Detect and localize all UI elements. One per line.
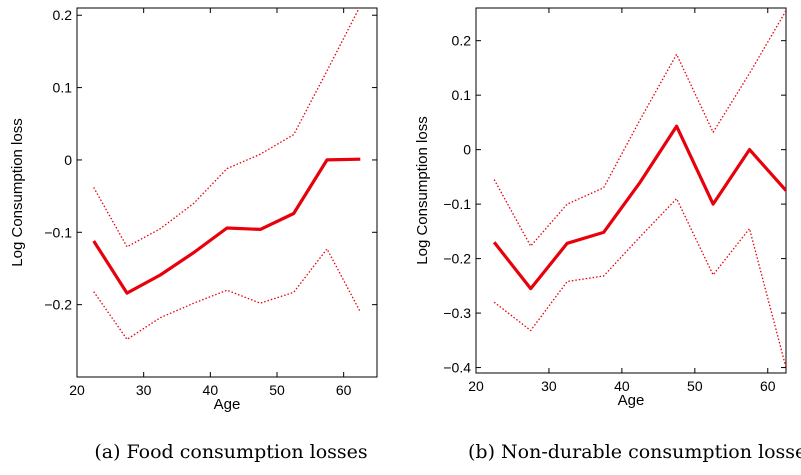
x-tick-label: 50 (687, 378, 703, 394)
panel-nondurable-consumption: −0.4 −0.3 −0.2 −0.1 0 0.1 0.2 20 30 40 50 60 Age Log … (414, 7, 801, 463)
x-axis-label: Age (618, 392, 645, 409)
y-axis-label: Log Consumption loss (414, 116, 431, 264)
y-tick-label: 0.1 (452, 87, 472, 103)
x-tick-label: 20 (468, 378, 484, 394)
estimate-line (92, 157, 361, 295)
y-tick-label: −0.2 (44, 297, 72, 313)
y-tick-label: −0.1 (44, 224, 72, 240)
plot-area-frame (475, 7, 787, 374)
lower-band-line (493, 198, 786, 368)
panel-caption: (b) Non-durable consumption losses (468, 441, 801, 463)
lower-band-line (93, 248, 361, 341)
y-tick-label: −0.4 (443, 360, 471, 376)
x-tick-label: 40 (614, 378, 630, 394)
y-tick-label: −0.2 (443, 251, 471, 267)
y-tick-label: 0.1 (53, 80, 73, 96)
x-axis-label: Age (214, 396, 241, 413)
panel-food-consumption: −0.2 −0.1 0 0.1 0.2 20 30 40 50 60 Age Log Consumpt… (9, 7, 378, 463)
y-tick-label: −0.3 (443, 305, 471, 321)
panel-caption: (a) Food consumption losses (94, 441, 367, 463)
plot-area-frame (76, 7, 378, 378)
upper-band-line (93, 8, 360, 248)
upper-band-line (493, 10, 786, 247)
x-tick-label: 60 (760, 378, 776, 394)
x-tick-label: 60 (336, 382, 352, 398)
y-tick-label: 0 (64, 152, 72, 168)
y-tick-label: 0.2 (53, 7, 73, 23)
x-tick-label: 50 (269, 382, 285, 398)
x-tick-label: 30 (541, 378, 557, 394)
y-tick-label: 0.2 (452, 33, 472, 49)
y-axis-label: Log Consumption loss (9, 118, 26, 266)
estimate-line (492, 124, 786, 291)
x-tick-label: 20 (69, 382, 85, 398)
x-tick-label: 30 (136, 382, 152, 398)
y-tick-label: 0 (463, 142, 471, 158)
x-tick-label: 40 (203, 382, 219, 398)
y-tick-label: −0.1 (443, 196, 471, 212)
